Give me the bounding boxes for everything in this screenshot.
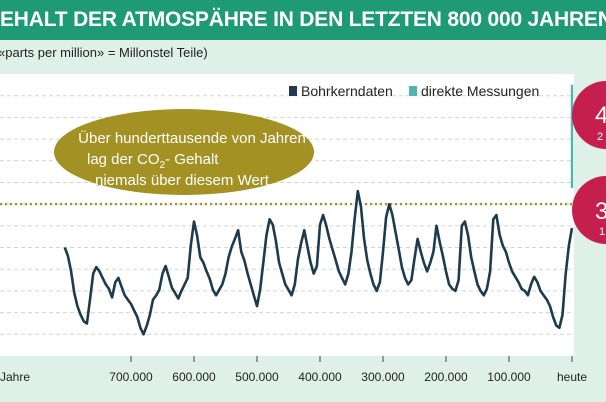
callout-line-2b: - Gehalt: [165, 151, 219, 168]
badge-top: 4 2: [572, 81, 606, 149]
x-tick-label: 200.000: [424, 370, 468, 384]
series-line-ice-core: [63, 189, 574, 336]
badge-top-sub: 2: [597, 131, 603, 143]
callout-line-1: Über hunderttausende von Jahren: [78, 129, 306, 147]
legend: Bohrkerndaten direkte Messungen: [289, 83, 539, 99]
title-bar: EHALT DER ATMOSPÄHRE IN DEN LETZTEN 800 …: [0, 0, 606, 40]
badge-mid: 3 1: [572, 176, 606, 244]
badge-top-value: 4: [595, 102, 606, 129]
callout-bubble: Über hunderttausende von Jahren lag der …: [54, 109, 314, 195]
x-axis-ticks: Jahre 700.000 600.000 500.000 400.000 300.000…: [0, 356, 587, 384]
callout-line-3: niemals über diesem Wert: [95, 172, 270, 189]
x-tick-label: 500.000: [235, 370, 279, 384]
units-note: «parts per million» = Millonstel Teile): [0, 45, 208, 60]
x-tick-label: 300.000: [361, 370, 405, 384]
callout-shape: [54, 109, 314, 195]
badge-mid-value: 3: [595, 198, 606, 225]
legend-swatch-ice-core: [289, 86, 297, 96]
x-tick-label: heute: [557, 370, 587, 384]
callout-co2-subscript: 2: [160, 160, 166, 171]
x-tick-label: 400.000: [298, 370, 342, 384]
callout-line-2: lag der CO2- Gehalt: [87, 151, 219, 171]
legend-label-direct-measurements: direkte Messungen: [421, 83, 539, 99]
x-tick-label: 100.000: [487, 370, 531, 384]
x-tick-label: 600.000: [172, 370, 216, 384]
x-tick-label: Jahre: [0, 370, 30, 384]
legend-label-ice-core: Bohrkerndaten: [301, 83, 393, 99]
page-title: EHALT DER ATMOSPÄHRE IN DEN LETZTEN 800 …: [0, 8, 606, 31]
legend-swatch-direct-measurements: [409, 86, 417, 96]
badge-mid-sub: 1: [599, 226, 605, 238]
badge-mid-circle: [572, 176, 606, 244]
callout-line-2a: lag der CO: [87, 151, 160, 168]
x-tick-label: 700.000: [109, 370, 153, 384]
badge-top-circle: [572, 81, 606, 149]
